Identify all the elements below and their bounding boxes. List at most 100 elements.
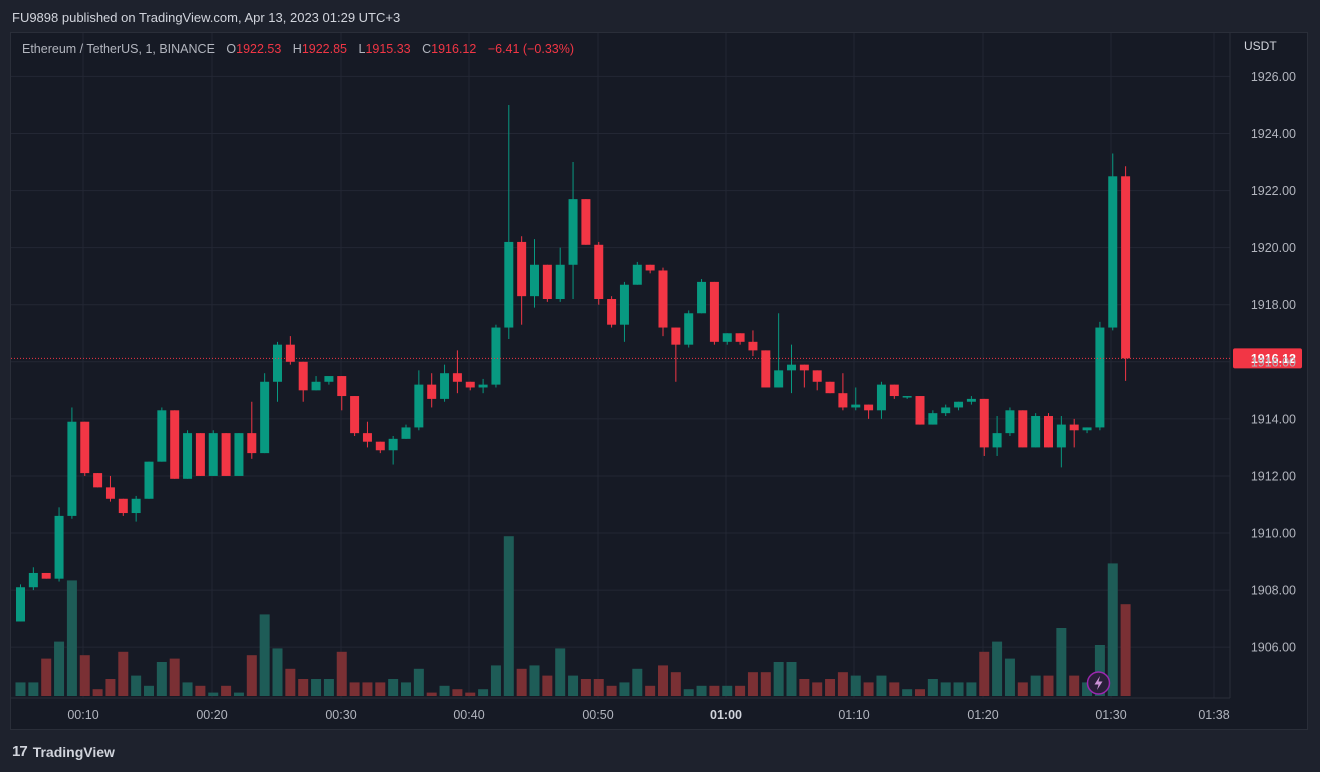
- candle-body[interactable]: [876, 384, 886, 411]
- candle-body[interactable]: [195, 433, 205, 476]
- candle-body[interactable]: [414, 384, 424, 428]
- candle-body[interactable]: [285, 344, 295, 362]
- candle-body[interactable]: [851, 404, 861, 408]
- volume-bar: [246, 655, 257, 696]
- candle-body[interactable]: [658, 270, 668, 328]
- candle-body[interactable]: [260, 381, 270, 454]
- candle-body[interactable]: [774, 370, 784, 388]
- candle-body[interactable]: [41, 572, 51, 579]
- candle-body[interactable]: [992, 433, 1002, 448]
- candle-body[interactable]: [221, 433, 231, 476]
- candle-body[interactable]: [966, 398, 976, 402]
- candle-body[interactable]: [632, 264, 642, 285]
- candle-body[interactable]: [1031, 416, 1041, 448]
- candle-body[interactable]: [105, 487, 115, 499]
- candle-body[interactable]: [1069, 424, 1079, 431]
- volume-bar: [66, 580, 77, 696]
- candle-body[interactable]: [350, 396, 360, 434]
- candle-body[interactable]: [131, 498, 141, 514]
- candle-body[interactable]: [93, 473, 103, 488]
- volume-bar: [992, 641, 1003, 696]
- candle-body[interactable]: [298, 361, 308, 391]
- candle-body[interactable]: [118, 498, 128, 514]
- candle-body[interactable]: [709, 281, 719, 342]
- candle-body[interactable]: [452, 373, 462, 382]
- candle-body[interactable]: [889, 384, 899, 397]
- candle-body[interactable]: [478, 384, 488, 388]
- candle-body[interactable]: [337, 376, 347, 397]
- candle-body[interactable]: [311, 381, 321, 391]
- candle-body[interactable]: [799, 364, 809, 371]
- candle-body[interactable]: [735, 333, 745, 342]
- candle-body[interactable]: [504, 241, 514, 328]
- candle-body[interactable]: [581, 199, 591, 245]
- volume-bar: [375, 682, 386, 696]
- candle-body[interactable]: [440, 373, 450, 399]
- candle-body[interactable]: [902, 396, 912, 398]
- candle-body[interactable]: [542, 264, 552, 300]
- candle-body[interactable]: [247, 433, 257, 454]
- candle-body[interactable]: [748, 341, 758, 351]
- candle-body[interactable]: [273, 344, 282, 382]
- x-tick-label: 01:20: [967, 708, 998, 722]
- candle-body[interactable]: [1018, 410, 1028, 448]
- candle-body[interactable]: [825, 381, 835, 394]
- candle-body[interactable]: [170, 410, 180, 479]
- candle-body[interactable]: [594, 244, 604, 300]
- candle-body[interactable]: [864, 404, 874, 411]
- candle-body[interactable]: [1108, 176, 1118, 328]
- candle-body[interactable]: [619, 284, 629, 325]
- volume-bar: [889, 682, 900, 696]
- candle-body[interactable]: [67, 421, 77, 516]
- candle-body[interactable]: [362, 433, 372, 442]
- candle-body[interactable]: [787, 364, 796, 371]
- candle-body[interactable]: [1056, 424, 1066, 448]
- candle-body[interactable]: [530, 264, 539, 297]
- volume-bar: [760, 672, 771, 696]
- candle-body[interactable]: [645, 264, 655, 271]
- candle-body[interactable]: [54, 515, 64, 579]
- candle-body[interactable]: [1121, 176, 1131, 359]
- candle-body[interactable]: [375, 441, 385, 451]
- candle-body[interactable]: [208, 433, 218, 476]
- candle-body[interactable]: [324, 376, 334, 382]
- candle-body[interactable]: [401, 427, 411, 439]
- candle-body[interactable]: [157, 410, 167, 462]
- candle-body[interactable]: [812, 370, 822, 382]
- candle-body[interactable]: [1095, 327, 1105, 428]
- candle-body[interactable]: [838, 393, 848, 408]
- candle-body[interactable]: [671, 327, 681, 345]
- candle-body[interactable]: [684, 313, 694, 345]
- candle-body[interactable]: [1044, 416, 1053, 448]
- candle-body[interactable]: [928, 413, 938, 425]
- candle-body[interactable]: [697, 281, 707, 314]
- candle-body[interactable]: [607, 299, 617, 325]
- candle-body[interactable]: [979, 398, 989, 448]
- candle-body[interactable]: [234, 433, 244, 476]
- chart-panel[interactable]: [10, 32, 1308, 730]
- candle-body[interactable]: [80, 421, 90, 474]
- candle-body[interactable]: [555, 264, 565, 300]
- volume-bar: [388, 679, 399, 696]
- candle-body[interactable]: [761, 350, 771, 388]
- candle-body[interactable]: [183, 433, 193, 479]
- tradingview-footer[interactable]: 17 TradingView: [12, 743, 115, 760]
- candle-body[interactable]: [1005, 410, 1015, 434]
- candle-body[interactable]: [144, 461, 154, 499]
- candle-body[interactable]: [941, 407, 951, 414]
- candle-body[interactable]: [465, 381, 475, 388]
- candle-body[interactable]: [722, 333, 732, 342]
- candle-body[interactable]: [388, 438, 398, 451]
- candle-body[interactable]: [954, 401, 964, 408]
- candle-body[interactable]: [16, 587, 25, 622]
- candle-body[interactable]: [491, 327, 501, 385]
- candle-body[interactable]: [517, 241, 527, 297]
- candle-body[interactable]: [427, 384, 437, 399]
- symbol-label[interactable]: Ethereum / TetherUS, 1, BINANCE: [22, 42, 215, 56]
- candle-body[interactable]: [915, 396, 925, 425]
- candle-body[interactable]: [28, 572, 38, 588]
- candle-body[interactable]: [568, 199, 578, 265]
- volume-bar: [645, 685, 656, 696]
- candle-body[interactable]: [1082, 427, 1092, 431]
